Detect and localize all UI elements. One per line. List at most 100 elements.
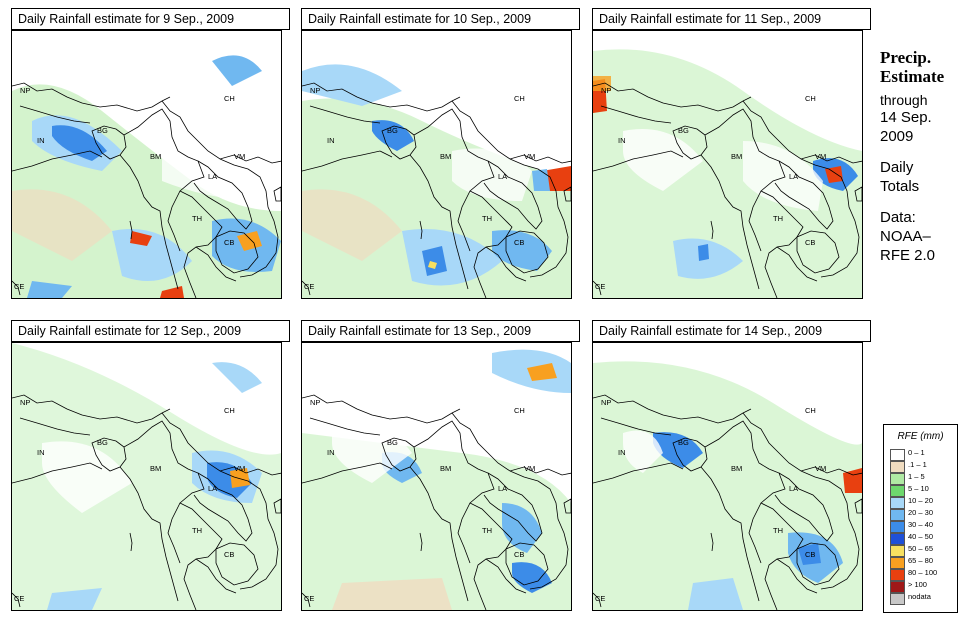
label-bm: BM [150,464,161,473]
label-vm: VM [524,152,535,161]
panel-title: Daily Rainfall estimate for 12 Sep., 200… [11,320,290,342]
label-cb: CB [514,238,524,247]
legend-label: 65 – 80 [908,556,934,565]
legend-swatch [890,593,905,605]
label-cb: CB [514,550,524,559]
label-np: NP [20,398,30,407]
label-ce: CE [14,282,24,291]
label-ch: CH [805,406,816,415]
label-ch: CH [224,94,235,103]
label-np: NP [310,86,320,95]
label-bm: BM [731,464,742,473]
label-th: TH [192,214,202,223]
label-bg: BG [387,126,398,135]
label-vm: VM [815,152,826,161]
legend-swatch [890,533,905,545]
map-panel-13sep: Daily Rainfall estimate for 13 Sep., 200… [301,320,580,611]
label-ce: CE [14,594,24,603]
label-la: LA [498,172,507,181]
label-bg: BG [97,126,108,135]
label-np: NP [601,86,611,95]
label-cb: CB [224,550,234,559]
label-cb: CB [805,550,815,559]
legend-label: 50 – 65 [908,544,934,553]
legend-label: 1 – 5 [908,472,925,481]
rainfall-map: NP IN BG BM CH VM LA TH CB CE [301,342,572,611]
map-panel-10sep: Daily Rainfall estimate for 10 Sep., 200… [301,8,580,299]
rfe-legend: RFE (mm) 0 – 1 .1 – 1 1 – 5 5 – 10 10 – 20 20… [883,424,958,613]
legend-label: .1 – 1 [908,460,927,469]
label-ce: CE [595,282,605,291]
label-la: LA [498,484,507,493]
label-in: IN [327,136,335,145]
label-bg: BG [387,438,398,447]
label-th: TH [773,526,783,535]
legend-label: 0 – 1 [908,448,925,457]
panel-title: Daily Rainfall estimate for 14 Sep., 200… [592,320,871,342]
legend-swatch [890,545,905,557]
side-through: through [880,92,928,108]
label-ch: CH [805,94,816,103]
label-la: LA [208,484,217,493]
legend-label: 80 – 100 [908,568,938,577]
side-data-line3: RFE 2.0 [880,247,936,264]
label-in: IN [618,136,626,145]
panel-title: Daily Rainfall estimate for 10 Sep., 200… [301,8,580,30]
label-vm: VM [524,464,535,473]
legend-title: RFE (mm) [897,431,944,442]
label-bm: BM [150,152,161,161]
label-bg: BG [678,438,689,447]
label-bm: BM [440,464,451,473]
legend-label: 10 – 20 [908,496,934,505]
label-np: NP [601,398,611,407]
side-data-line1: Data: [880,209,916,226]
label-ce: CE [304,282,314,291]
legend-swatch [890,557,905,569]
side-daily-line1: Daily [880,159,914,176]
panel-title: Daily Rainfall estimate for 9 Sep., 2009 [11,8,290,30]
label-th: TH [482,526,492,535]
label-ce: CE [304,594,314,603]
label-cb: CB [224,238,234,247]
legend-swatch [890,569,905,581]
legend-swatch [890,521,905,533]
rainfall-map: NP IN BG BM CH VM LA TH CB CE [301,30,572,299]
label-la: LA [789,172,798,181]
label-ch: CH [224,406,235,415]
label-th: TH [773,214,783,223]
legend-label: > 100 [908,580,927,589]
rainfall-map: NP IN BG BM CH VM LA TH CB CE [11,342,282,611]
panel-title: Daily Rainfall estimate for 13 Sep., 200… [301,320,580,342]
legend-label: 20 – 30 [908,508,934,517]
label-in: IN [618,448,626,457]
legend-swatch [890,473,905,485]
label-bm: BM [731,152,742,161]
side-daily-line2: Totals [880,178,920,195]
legend-swatch [890,461,905,473]
legend-label: 40 – 50 [908,532,934,541]
side-date-line1: 14 Sep. [880,109,932,126]
label-np: NP [20,86,30,95]
side-date-line2: 2009 [880,128,914,145]
legend-swatch [890,509,905,521]
label-la: LA [789,484,798,493]
side-title-line1: Precip. [880,48,932,67]
label-bm: BM [440,152,451,161]
side-info: Precip. Estimate through 14 Sep. 2009 Da… [880,48,966,265]
label-vm: VM [234,464,245,473]
rainfall-map: NP IN BG BM CH VM LA TH CB CE [11,30,282,299]
map-panel-12sep: Daily Rainfall estimate for 12 Sep., 200… [11,320,290,611]
legend-swatch [890,485,905,497]
label-bg: BG [678,126,689,135]
label-th: TH [192,526,202,535]
side-data-line2: NOAA– [880,228,931,245]
label-in: IN [37,448,45,457]
label-in: IN [37,136,45,145]
map-panel-11sep: Daily Rainfall estimate for 11 Sep., 200… [592,8,871,299]
legend-label: 30 – 40 [908,520,934,529]
label-ce: CE [595,594,605,603]
legend-swatch [890,581,905,593]
label-ch: CH [514,406,525,415]
label-np: NP [310,398,320,407]
rainfall-map: NP IN BG BM CH VM LA TH CB CE [592,342,863,611]
